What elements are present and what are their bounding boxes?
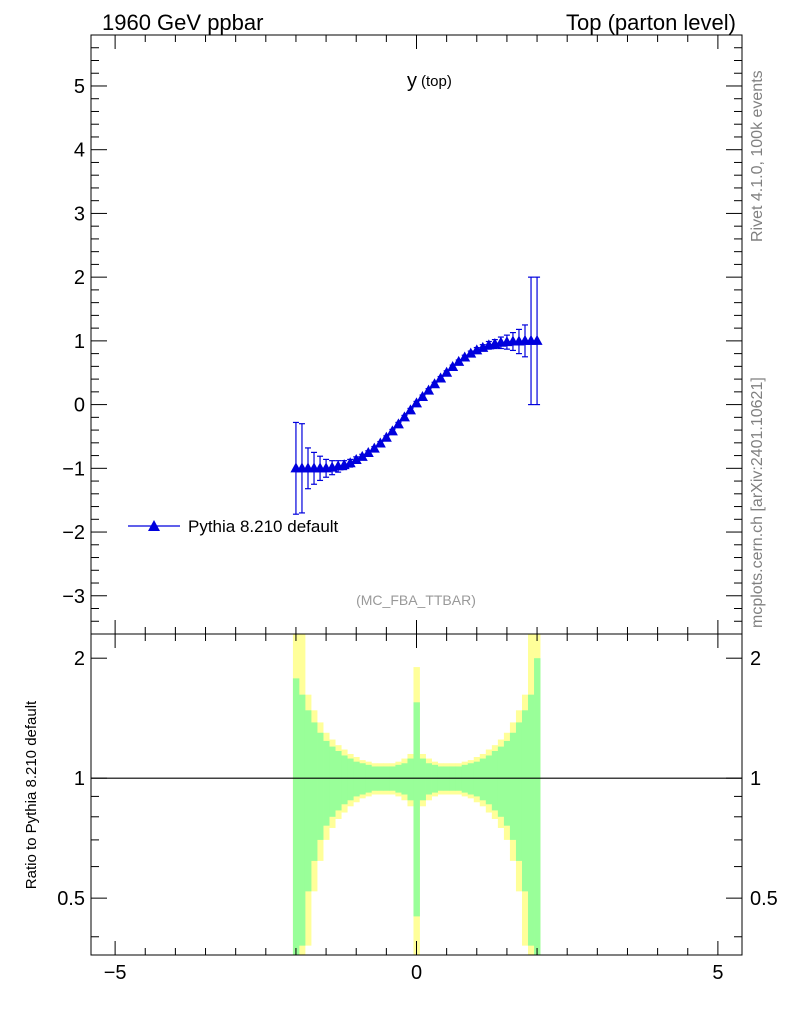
data-point: [368, 442, 380, 453]
main-frame: [90, 34, 743, 635]
ratio-band-inner: [335, 750, 342, 811]
data-point: [380, 431, 392, 442]
analysis-label: (MC_FBA_TTBAR): [356, 592, 476, 608]
data-point: [374, 437, 386, 448]
ratio-band-inner: [329, 746, 336, 817]
ratio-ytick-label-right: 1: [750, 768, 761, 790]
header-left: 1960 GeV ppbar: [102, 10, 263, 35]
data-point: [392, 418, 404, 429]
ratio-band-inner: [479, 758, 487, 801]
ratio-band-inner: [485, 755, 493, 805]
ratio-band-inner: [317, 732, 324, 840]
data-point: [344, 457, 356, 468]
data-point: [453, 355, 465, 366]
main-ytick-label: 5: [74, 76, 85, 98]
ratio-ytick-label: 1: [74, 768, 85, 790]
data-point: [356, 450, 368, 461]
ratio-band-inner: [534, 658, 541, 955]
ratio-ylabel: Ratio to Pythia 8.210 default: [23, 700, 40, 889]
ratio-band-inner: [515, 722, 523, 861]
rivet-label: Rivet 4.1.0, 100k events: [749, 70, 766, 242]
data-point: [350, 454, 362, 465]
data-point: [465, 347, 477, 358]
ratio-ytick-label-right: 0.5: [750, 888, 778, 910]
data-point: [411, 397, 422, 408]
ratio-band-inner: [473, 761, 481, 797]
ratio-band-inner: [298, 694, 306, 946]
ratio-band-inner: [419, 758, 426, 801]
ratio-xtick-label: 5: [712, 962, 723, 984]
ratio-band-inner: [341, 755, 348, 805]
main-ytick-label: 2: [74, 267, 85, 289]
data-point: [471, 344, 483, 355]
ratio-band-inner: [311, 722, 318, 861]
data-point: [423, 384, 435, 395]
main-ytick-label: −2: [62, 522, 85, 544]
ratio-band-inner: [401, 763, 408, 795]
ratio-band-inner: [491, 750, 499, 811]
main-ytick-label: 4: [74, 140, 85, 162]
mcplots-label: mcplots.cern.ch [arXiv:2401.10621]: [749, 377, 766, 628]
data-point: [404, 404, 416, 415]
legend: Pythia 8.210 default: [128, 517, 339, 536]
main-ytick-label: 0: [74, 395, 85, 417]
data-point: [429, 378, 441, 389]
ratio-band-inner: [347, 758, 354, 801]
header-right: Top (parton level): [566, 10, 736, 35]
ratio-xtick-label: 0: [411, 962, 422, 984]
ratio-xtick-label: −5: [104, 962, 127, 984]
ratio-band-inner: [359, 763, 366, 795]
ratio-band-inner: [497, 746, 505, 817]
data-point: [447, 360, 459, 371]
data-point: [531, 334, 543, 345]
ratio-band-inner: [413, 702, 420, 917]
main-ytick-label: −3: [62, 586, 85, 608]
ratio-ytick-label: 0.5: [57, 888, 85, 910]
ratio-band-inner: [292, 678, 300, 955]
data-point: [386, 425, 398, 436]
ratio-band-inner: [407, 758, 414, 801]
plot-title-main: y: [407, 70, 417, 92]
legend-label: Pythia 8.210 default: [188, 517, 339, 536]
ratio-ytick-label-right: 2: [750, 648, 761, 670]
ratio-band-inner: [323, 740, 330, 826]
data-point: [477, 341, 489, 352]
data-point: [435, 372, 447, 383]
ratio-band-inner: [304, 710, 312, 892]
ratio-band-inner: [353, 761, 360, 797]
ratio-band-inner: [425, 763, 432, 795]
main-ytick-label: −1: [62, 458, 85, 480]
main-panel: −3 −2 −1 0 1 2 3 4 5 y (top) (MC_FBA_TTBAR) Pyth…: [62, 34, 743, 635]
ratio-band-inner: [509, 732, 517, 840]
ratio-band-inner: [521, 710, 529, 892]
data-point: [398, 411, 410, 422]
data-point: [441, 366, 453, 377]
ratio-band-inner: [467, 763, 475, 795]
ratio-band-inner: [503, 740, 511, 826]
ratio-panel: −5 0 5 0.5 0.5 1 1 2 2 Ratio to Pythia 8.210 def…: [23, 633, 778, 984]
main-ytick-label: 1: [74, 331, 85, 353]
ratio-ytick-label: 2: [74, 648, 85, 670]
legend-marker: [148, 520, 160, 531]
ratio-band-inner: [528, 694, 535, 946]
data-point: [362, 447, 374, 458]
plot-title-sub: (top): [421, 73, 452, 90]
data-point: [417, 390, 429, 401]
data-point: [459, 351, 471, 362]
main-ytick-label: 3: [74, 203, 85, 225]
